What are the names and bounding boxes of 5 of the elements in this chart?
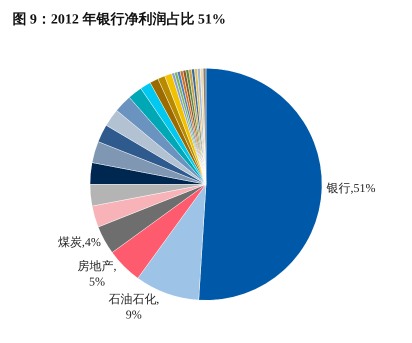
slice-label: 房地产, 5% — [78, 258, 117, 289]
slice-label: 银行,51% — [325, 180, 376, 195]
chart-title: 图 9：2012 年银行净利润占比 51% — [12, 10, 226, 28]
slice-label: 石油石化, 9% — [108, 292, 160, 322]
slice-label: 煤炭,4% — [58, 234, 101, 249]
